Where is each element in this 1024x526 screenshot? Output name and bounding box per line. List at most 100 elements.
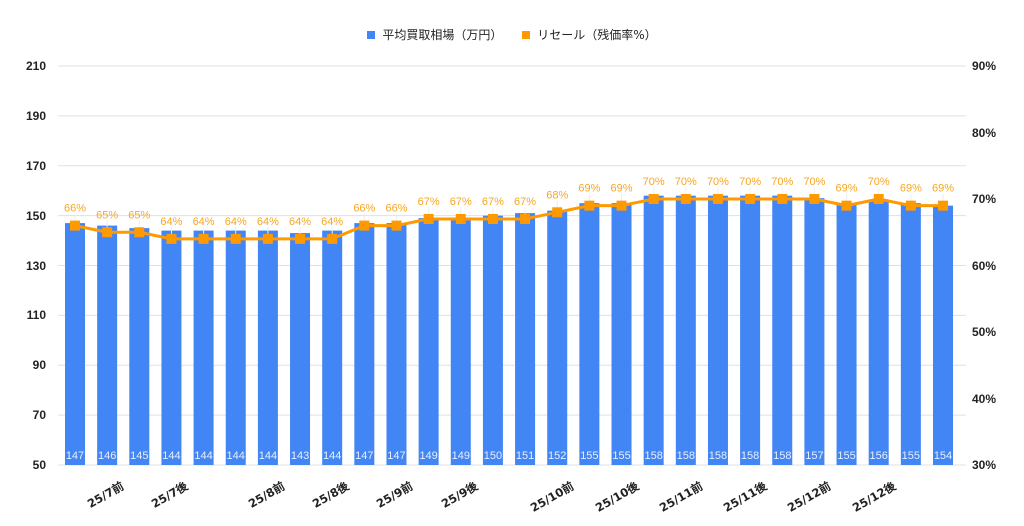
bar[interactable] — [675, 195, 696, 466]
bar[interactable] — [611, 203, 632, 465]
bar[interactable] — [547, 210, 568, 465]
legend-item-bar[interactable]: 平均買取相場（万円） — [367, 26, 502, 43]
line-value-label: 69% — [611, 183, 633, 195]
bar-value-label: 157 — [805, 450, 823, 462]
line-marker[interactable] — [648, 194, 659, 204]
line-marker[interactable] — [134, 227, 145, 238]
bar[interactable] — [482, 215, 503, 465]
bar[interactable] — [868, 200, 889, 465]
bar[interactable] — [386, 223, 407, 465]
line-marker[interactable] — [102, 227, 113, 238]
line-value-label: 69% — [900, 183, 922, 195]
bar[interactable] — [65, 223, 85, 465]
left-axis-tick: 190 — [25, 108, 46, 123]
bar-value-label: 152 — [548, 450, 566, 462]
bar[interactable] — [933, 205, 953, 465]
line-marker[interactable] — [873, 194, 884, 204]
line-marker[interactable] — [198, 233, 209, 244]
bar-value-label: 158 — [773, 450, 791, 462]
line-marker[interactable] — [359, 220, 370, 231]
bar-value-label: 158 — [709, 450, 727, 462]
bar[interactable] — [450, 218, 471, 465]
bar-value-label: 155 — [612, 450, 630, 462]
bar[interactable] — [418, 218, 439, 465]
line-marker[interactable] — [616, 200, 627, 211]
line-marker[interactable] — [455, 213, 466, 224]
line-marker[interactable] — [841, 200, 852, 211]
line-marker[interactable] — [423, 213, 434, 224]
bar[interactable] — [900, 203, 921, 465]
line-marker[interactable] — [584, 200, 595, 211]
bar-value-label: 149 — [452, 450, 470, 462]
line-value-label: 64% — [289, 216, 311, 228]
bar[interactable] — [322, 230, 343, 465]
line-marker[interactable] — [809, 194, 820, 204]
line-value-label: 67% — [482, 196, 504, 208]
line-marker[interactable] — [166, 233, 177, 244]
right-axis-tick: 70% — [972, 192, 997, 206]
bar-value-label: 158 — [741, 450, 759, 462]
bar[interactable] — [161, 230, 182, 465]
line-marker[interactable] — [905, 200, 916, 211]
line-marker[interactable] — [938, 200, 948, 211]
bar[interactable] — [97, 225, 118, 465]
line-value-label: 70% — [707, 176, 729, 188]
bar-value-label: 156 — [870, 450, 888, 462]
right-axis-tick: 90% — [972, 59, 997, 73]
right-axis-tick: 50% — [972, 325, 997, 339]
line-marker[interactable] — [745, 194, 756, 204]
line-value-label: 69% — [836, 183, 858, 195]
legend-swatch-bar — [367, 30, 376, 39]
bar[interactable] — [290, 233, 311, 465]
bar-value-label: 155 — [902, 450, 920, 462]
line-value-label: 69% — [932, 183, 954, 195]
bar-value-label: 155 — [837, 450, 855, 462]
line-value-label: 66% — [64, 203, 86, 215]
line-marker[interactable] — [520, 213, 531, 224]
bar[interactable] — [740, 195, 761, 466]
left-axis-tick: 150 — [25, 208, 46, 223]
bar[interactable] — [804, 198, 825, 465]
line-marker[interactable] — [777, 194, 788, 204]
line-value-label: 64% — [160, 216, 182, 228]
bar[interactable] — [225, 230, 246, 465]
legend-item-line[interactable]: リセール（残価率%） — [522, 26, 657, 43]
bar[interactable] — [772, 195, 793, 466]
bar[interactable] — [193, 230, 214, 465]
line-marker[interactable] — [70, 220, 80, 231]
bar[interactable] — [643, 195, 664, 466]
bar[interactable] — [515, 213, 536, 465]
line-marker[interactable] — [487, 213, 498, 224]
bar-value-label: 149 — [419, 450, 437, 462]
bar[interactable] — [129, 228, 150, 465]
line-value-label: 70% — [803, 176, 825, 188]
bar-value-label: 145 — [130, 450, 148, 462]
left-axis-tick: 70 — [32, 408, 46, 423]
left-axis-tick: 170 — [25, 158, 46, 173]
bar-value-label: 155 — [580, 450, 598, 462]
bar[interactable] — [354, 223, 375, 465]
line-marker[interactable] — [327, 233, 338, 244]
line-marker[interactable] — [391, 220, 402, 231]
line-value-label: 64% — [257, 216, 279, 228]
bar[interactable] — [579, 203, 600, 465]
line-marker[interactable] — [680, 194, 691, 204]
legend-label-bar: 平均買取相場（万円） — [382, 28, 503, 42]
bar[interactable] — [836, 203, 857, 465]
right-axis-tick: 60% — [972, 258, 997, 273]
line-marker[interactable] — [230, 233, 241, 244]
line-marker[interactable] — [262, 233, 273, 244]
right-axis-tick: 80% — [972, 125, 997, 140]
line-marker[interactable] — [552, 207, 563, 218]
legend: 平均買取相場（万円） リセール（残価率%） — [0, 26, 1024, 43]
line-marker[interactable] — [295, 233, 306, 244]
line-value-label: 66% — [353, 203, 375, 215]
bar[interactable] — [257, 230, 278, 465]
line-marker[interactable] — [712, 194, 723, 204]
left-axis-tick: 110 — [26, 308, 46, 323]
bar-value-label: 144 — [259, 450, 277, 462]
bar[interactable] — [707, 195, 728, 466]
line-value-label: 67% — [450, 196, 472, 208]
legend-label-line: リセール（残価率%） — [537, 28, 657, 42]
